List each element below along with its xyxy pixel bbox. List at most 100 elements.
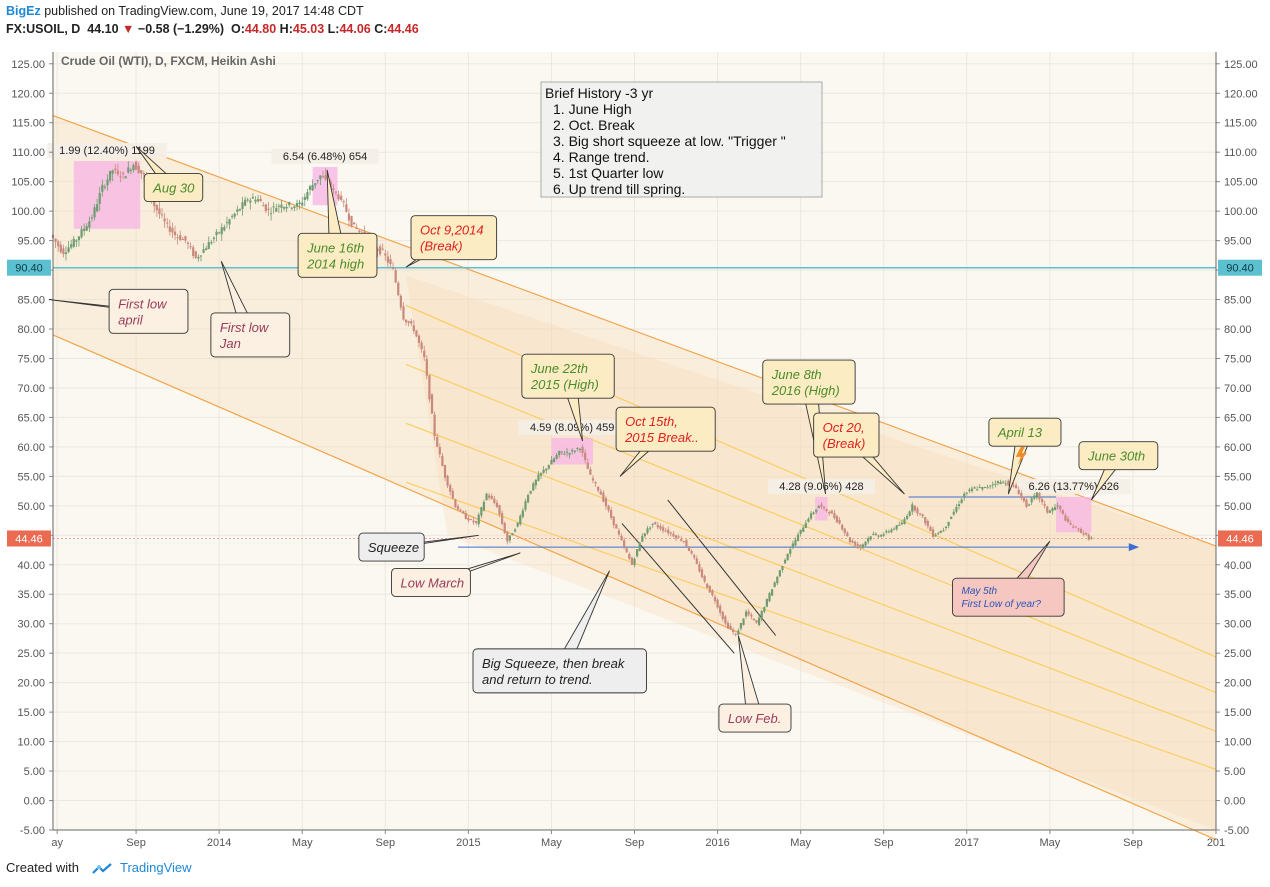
candle-body — [1074, 526, 1077, 528]
candle-body — [599, 491, 602, 495]
candle-body — [620, 535, 623, 540]
candle-body — [254, 199, 257, 202]
callout-text: June 22th — [530, 361, 588, 376]
candle-body — [534, 479, 537, 486]
candle-body — [1082, 532, 1085, 535]
candle-body — [407, 321, 410, 324]
candle-body — [272, 206, 275, 208]
candle-body — [565, 451, 569, 453]
candle-body — [277, 205, 280, 207]
candle-body — [103, 186, 107, 188]
callout-box — [410, 215, 498, 261]
candle-body — [225, 222, 229, 224]
candle-body — [1046, 506, 1049, 513]
candle-body — [924, 517, 927, 524]
candle-body — [835, 516, 839, 523]
candle-body — [745, 611, 748, 617]
callout-text: Aug 30 — [152, 181, 195, 196]
candle-body — [391, 268, 395, 270]
candle-body — [960, 499, 963, 504]
author-link[interactable]: BigEz — [6, 4, 41, 18]
candle-body — [755, 620, 758, 623]
candle-body — [111, 170, 114, 174]
candle-body — [739, 623, 743, 629]
candle-body — [872, 534, 875, 536]
x-tick-label: 201 — [1207, 837, 1225, 849]
candle-body — [506, 532, 509, 542]
price-chart[interactable]: 1.99 (12.40%) 1199 6.54 (6.48%) 654 4.59 (… — [0, 42, 1270, 857]
range-label-bg — [767, 478, 876, 494]
candle-body — [983, 486, 987, 488]
candle-body — [667, 529, 670, 534]
candle-body — [781, 566, 784, 571]
candle-body — [215, 231, 218, 236]
y-tick-label: 25.00 — [17, 648, 45, 660]
candle-body — [846, 532, 849, 537]
candle-body — [729, 625, 732, 630]
candle-body — [420, 342, 423, 350]
y-tick-label: 95.00 — [17, 236, 45, 248]
candle-body — [173, 231, 177, 236]
candle-body — [249, 200, 252, 203]
candle-body — [976, 489, 979, 491]
candle-body — [591, 478, 595, 481]
symbol-label[interactable]: FX:USOIL, D — [6, 22, 81, 36]
candle-body — [378, 246, 382, 255]
candle-body — [555, 455, 558, 459]
candle-body — [680, 538, 683, 541]
y-tick-label: 105.00 — [1224, 177, 1258, 189]
candle-body — [765, 598, 768, 607]
level-tag: 90.40 — [15, 263, 43, 275]
candle-body — [791, 543, 794, 548]
history-item: 1. June High — [553, 101, 632, 117]
candle-body — [942, 530, 945, 532]
candle-body — [267, 208, 270, 210]
candle-body — [690, 550, 693, 554]
candle-body — [88, 221, 91, 228]
candle-body — [802, 527, 805, 532]
candle-body — [763, 607, 766, 612]
candle-body — [703, 575, 706, 582]
support-arrow-icon — [1128, 543, 1140, 552]
candle-body — [251, 197, 254, 199]
candle-body — [454, 499, 457, 508]
candle-body — [589, 469, 592, 475]
candle-body — [558, 450, 561, 456]
candle-body — [469, 519, 473, 521]
candle-body — [532, 483, 535, 491]
candle-body — [996, 481, 1000, 484]
candle-body — [654, 522, 657, 525]
candle-body — [815, 509, 818, 512]
candle-body — [838, 520, 841, 524]
y-tick-label: 15.00 — [17, 707, 45, 719]
y-tick-label: 115.00 — [12, 118, 45, 130]
candle-body — [742, 618, 745, 625]
callout-box — [988, 417, 1062, 447]
x-tick-label: Sep — [126, 837, 146, 849]
candle-body — [770, 589, 774, 596]
right-axis: 125.00 120.00 115.00 110.00 105.00 100.00 95.0… — [1216, 59, 1258, 837]
lightning-icon — [1015, 446, 1027, 465]
candle-body — [114, 168, 117, 171]
candle-body — [999, 482, 1002, 485]
candle-body — [944, 526, 948, 529]
candle-body — [127, 167, 130, 173]
candle-body — [952, 511, 955, 515]
candle-body — [864, 541, 867, 546]
y-tick-label: 75.00 — [17, 353, 45, 365]
candle-body — [547, 465, 550, 469]
low-label: L: — [327, 22, 340, 36]
y-tick-label: 100.00 — [11, 206, 45, 218]
candle-body — [75, 240, 78, 242]
tradingview-brand-link[interactable]: TradingView — [120, 860, 192, 875]
candle-body — [978, 487, 981, 489]
candle-body — [841, 524, 844, 530]
candle-body — [880, 535, 883, 537]
candle-body — [397, 282, 400, 296]
candle-body — [711, 590, 714, 596]
y-tick-label: 70.00 — [17, 383, 45, 395]
callout-text: June 8th — [771, 367, 822, 382]
candle-body — [903, 518, 906, 524]
candle-body — [539, 472, 543, 476]
candle-body — [573, 450, 576, 452]
